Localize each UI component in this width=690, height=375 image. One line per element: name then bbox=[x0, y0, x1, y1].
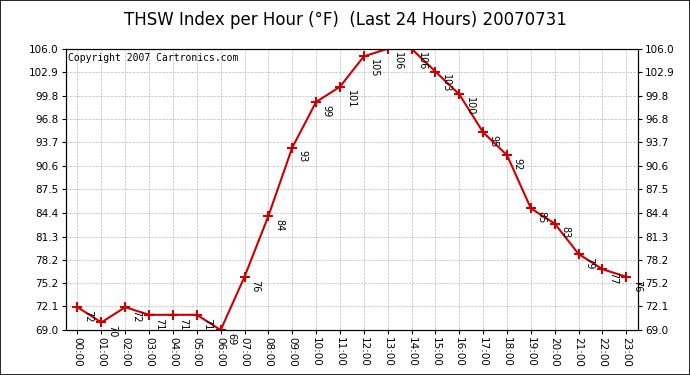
Text: 71: 71 bbox=[155, 318, 165, 330]
Text: 106: 106 bbox=[393, 51, 403, 70]
Text: THSW Index per Hour (°F)  (Last 24 Hours) 20070731: THSW Index per Hour (°F) (Last 24 Hours)… bbox=[124, 11, 566, 29]
Text: 71: 71 bbox=[179, 318, 188, 330]
Text: 71: 71 bbox=[202, 318, 213, 330]
Text: 105: 105 bbox=[369, 59, 380, 78]
Text: 72: 72 bbox=[131, 310, 141, 322]
Text: 83: 83 bbox=[560, 226, 571, 238]
Text: 84: 84 bbox=[274, 219, 284, 231]
Text: 103: 103 bbox=[441, 74, 451, 93]
Text: 77: 77 bbox=[608, 272, 618, 285]
Text: 100: 100 bbox=[465, 97, 475, 116]
Text: 69: 69 bbox=[226, 333, 236, 345]
Text: 79: 79 bbox=[584, 257, 594, 269]
Text: Copyright 2007 Cartronics.com: Copyright 2007 Cartronics.com bbox=[68, 53, 239, 63]
Text: 72: 72 bbox=[83, 310, 93, 322]
Text: 76: 76 bbox=[250, 280, 260, 292]
Text: 106: 106 bbox=[417, 51, 427, 70]
Text: 101: 101 bbox=[346, 90, 355, 108]
Text: 93: 93 bbox=[298, 150, 308, 163]
Text: 99: 99 bbox=[322, 105, 332, 117]
Text: 70: 70 bbox=[107, 325, 117, 338]
Text: 76: 76 bbox=[632, 280, 642, 292]
Text: 92: 92 bbox=[513, 158, 522, 170]
Text: 85: 85 bbox=[536, 211, 546, 223]
Text: 95: 95 bbox=[489, 135, 499, 147]
